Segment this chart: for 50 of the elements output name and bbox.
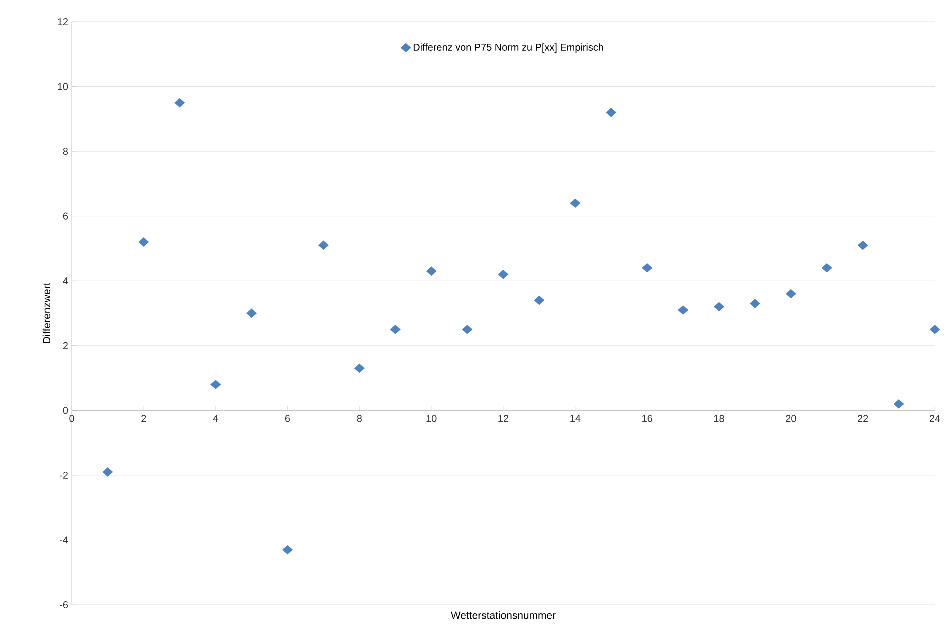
legend-label: Differenz von P75 Norm zu P[xx] Empirisch: [414, 44, 604, 53]
point: [642, 263, 653, 273]
point: [426, 266, 437, 276]
x-tick-label: 14: [570, 415, 581, 422]
x-tick-label: 6: [285, 415, 290, 422]
x-tick-label: 10: [426, 415, 437, 422]
point: [678, 306, 689, 315]
point: [750, 299, 760, 308]
y-tick-label: 8: [63, 148, 68, 156]
point: [786, 289, 796, 299]
x-tick-label: 24: [930, 415, 940, 422]
x-tick-label: 4: [213, 415, 218, 422]
point: [894, 400, 904, 409]
y-tick-label: -2: [60, 472, 68, 479]
point: [210, 380, 222, 390]
point: [570, 198, 581, 208]
point: [498, 270, 509, 280]
point: [858, 240, 868, 250]
x-tick-label: 22: [858, 415, 868, 422]
point: [534, 296, 545, 306]
point: [930, 325, 940, 334]
y-tick-label: 6: [63, 212, 68, 220]
point: [354, 364, 365, 374]
x-tick-label: 16: [642, 415, 652, 422]
x-tick-label: 18: [714, 415, 724, 422]
point: [390, 325, 401, 334]
point: [822, 263, 832, 273]
x-tick-label: 20: [786, 415, 796, 422]
point: [714, 302, 724, 312]
x-tick-label: 12: [498, 415, 509, 422]
point: [138, 238, 150, 247]
point: [462, 325, 473, 334]
y-tick-label: 2: [63, 342, 68, 350]
point: [102, 468, 114, 477]
y-tick-label: 0: [63, 407, 68, 414]
point: [282, 545, 293, 555]
y-tick-label: 12: [58, 18, 68, 26]
point: [174, 98, 186, 108]
x-tick-label: 8: [357, 415, 362, 422]
x-tick-label: 2: [142, 415, 146, 422]
x-axis-title: Wetterstationsnummer: [451, 612, 556, 620]
y-tick-label: 10: [58, 83, 68, 90]
y-axis-title: Differenzwert: [42, 282, 51, 344]
y-tick-label: 4: [63, 278, 68, 285]
point: [246, 308, 258, 318]
x-tick-label: 0: [70, 415, 74, 422]
point: [318, 240, 329, 250]
y-tick-label: -4: [60, 536, 68, 544]
y-tick-label: -6: [60, 601, 68, 609]
point: [606, 108, 617, 118]
